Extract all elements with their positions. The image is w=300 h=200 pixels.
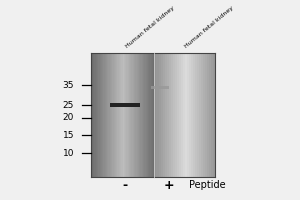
Bar [152, 53, 154, 177]
Text: Human fetal kidney: Human fetal kidney [125, 5, 176, 49]
Bar [130, 53, 132, 177]
Bar [136, 53, 138, 177]
Bar [139, 53, 141, 177]
Bar [173, 53, 175, 177]
Bar [91, 53, 92, 177]
Bar [134, 53, 136, 177]
Bar [108, 53, 110, 177]
Bar [119, 53, 120, 177]
Bar [111, 53, 112, 177]
Text: 15: 15 [63, 131, 74, 140]
Bar [117, 53, 119, 177]
Bar [197, 53, 200, 177]
Bar [146, 53, 147, 177]
Bar [101, 53, 102, 177]
Bar [143, 53, 145, 177]
Bar [97, 53, 98, 177]
Bar [207, 53, 210, 177]
Bar [110, 53, 111, 177]
Bar [122, 53, 124, 177]
Bar [102, 53, 104, 177]
Bar [133, 53, 134, 177]
Bar [163, 53, 165, 177]
Text: Peptide: Peptide [189, 180, 225, 190]
Bar [149, 53, 151, 177]
Bar [171, 53, 173, 177]
Bar [128, 53, 129, 177]
Bar [157, 53, 159, 177]
Bar [121, 53, 123, 177]
Bar [129, 53, 130, 177]
Text: 20: 20 [63, 113, 74, 122]
Bar [177, 53, 179, 177]
Bar [110, 103, 140, 107]
Bar [193, 53, 195, 177]
Bar [154, 53, 157, 177]
Bar [179, 53, 181, 177]
Text: -: - [122, 179, 127, 192]
Bar [213, 53, 216, 177]
Bar [195, 53, 197, 177]
Bar [165, 53, 167, 177]
Bar [114, 53, 115, 177]
Bar [131, 53, 133, 177]
Bar [183, 53, 185, 177]
Bar [96, 53, 97, 177]
Bar [187, 53, 189, 177]
Bar [115, 53, 116, 177]
Bar [211, 53, 214, 177]
Bar [94, 53, 96, 177]
Bar [98, 53, 100, 177]
Bar [107, 53, 109, 177]
Bar [112, 53, 114, 177]
Text: 10: 10 [63, 149, 74, 158]
Bar [205, 53, 208, 177]
Bar [191, 53, 193, 177]
Bar [100, 53, 101, 177]
Bar [209, 53, 211, 177]
Bar [124, 53, 125, 177]
Bar [92, 53, 93, 177]
Bar [199, 53, 202, 177]
Bar [203, 53, 206, 177]
Bar [116, 53, 118, 177]
Bar [135, 53, 137, 177]
Bar [120, 53, 122, 177]
Bar [153, 53, 155, 177]
Bar [147, 53, 148, 177]
Bar [148, 53, 150, 177]
Bar [175, 53, 177, 177]
Bar [185, 53, 187, 177]
Bar [140, 53, 142, 177]
Bar [126, 53, 128, 177]
Bar [144, 53, 146, 177]
Bar [167, 53, 169, 177]
Bar [181, 53, 183, 177]
Bar [169, 53, 171, 177]
Bar [103, 53, 105, 177]
Text: 25: 25 [63, 101, 74, 110]
Bar [151, 53, 152, 177]
Text: Human fetal kidney: Human fetal kidney [184, 5, 235, 49]
Bar [152, 86, 169, 89]
Bar [160, 53, 163, 177]
Text: 35: 35 [63, 81, 74, 90]
Bar [106, 53, 107, 177]
Bar [105, 53, 106, 177]
Bar [158, 53, 161, 177]
Bar [93, 53, 95, 177]
Bar [142, 53, 143, 177]
Bar [125, 53, 127, 177]
Bar [138, 53, 140, 177]
Bar [189, 53, 191, 177]
Text: +: + [164, 179, 175, 192]
Bar [201, 53, 203, 177]
